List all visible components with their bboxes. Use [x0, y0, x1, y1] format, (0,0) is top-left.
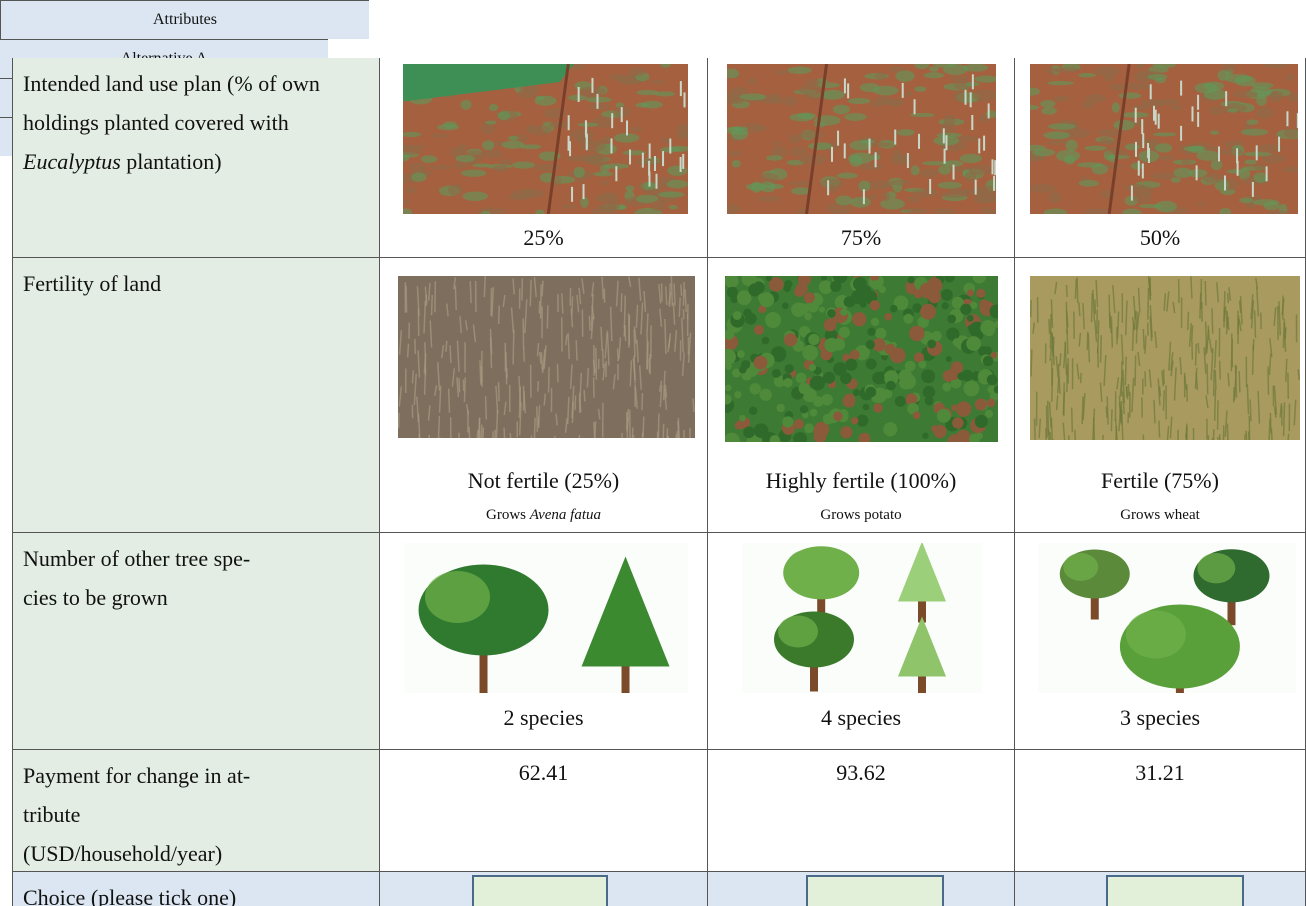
- alternative-cell: 2 species: [380, 533, 708, 750]
- picture: [1038, 543, 1296, 693]
- attribute-cell: Payment for change in at-tribute (USD/hou…: [12, 750, 380, 872]
- cell-label: Highly fertile (100%): [765, 468, 957, 493]
- alternative-cell: 75%: [708, 58, 1015, 258]
- picture: [404, 543, 688, 693]
- picture: [403, 64, 688, 214]
- note-text: Grows: [486, 507, 530, 523]
- alternative-cell: 62.41: [380, 750, 708, 872]
- cell-label: 3 species: [1119, 705, 1201, 730]
- attribute-text: Eucalyptus: [23, 149, 121, 174]
- cell-label: 25%: [523, 225, 564, 250]
- cell-label: 2 species: [503, 705, 584, 730]
- note-text: Grows potato: [820, 507, 902, 523]
- attribute-text: Payment for change in at-: [23, 763, 251, 788]
- header-cell: Attributes: [0, 0, 369, 39]
- alternative-cell: Not fertile (25%) Grows Avena fatua: [380, 258, 708, 533]
- attribute-cell: Choice (please tick one): [12, 872, 380, 906]
- cell-label: 93.62: [836, 760, 886, 785]
- attribute-cell: Intended land use plan (% of own holding…: [12, 58, 380, 258]
- picture: [1030, 276, 1300, 440]
- cell-label: 4 species: [820, 705, 902, 730]
- picture: [1030, 64, 1298, 214]
- cell-label: 50%: [1139, 225, 1181, 250]
- alternative-cell: 25%: [380, 58, 708, 258]
- attribute-text: (USD/household/year): [23, 841, 223, 866]
- attribute-text: Choice (please tick one): [23, 885, 237, 906]
- picture: [725, 276, 998, 442]
- tick-box[interactable]: [1106, 875, 1244, 906]
- attribute-text: Intended land use plan (% of own holding…: [23, 71, 320, 135]
- attribute-text: cies to be grown: [23, 585, 168, 610]
- cell-note: Grows Avena fatua: [380, 507, 707, 524]
- attribute-cell: Fertility of land: [12, 258, 380, 533]
- cell-label: 75%: [840, 225, 882, 250]
- alternative-cell: Fertile (75%) Grows wheat: [1015, 258, 1306, 533]
- picture: [742, 543, 982, 693]
- tick-box[interactable]: [806, 875, 944, 906]
- attribute-text: Number of other tree spe-: [23, 546, 251, 571]
- attribute-cell: Number of other tree spe-cies to be grow…: [12, 533, 380, 750]
- alternative-cell: 4 species: [708, 533, 1015, 750]
- alternative-cell: Highly fertile (100%) Grows potato: [708, 258, 1015, 533]
- alternative-cell: 93.62: [708, 750, 1015, 872]
- cell-label: 31.21: [1135, 760, 1185, 785]
- cell-label: Fertile (75%): [1101, 468, 1219, 493]
- cell-label: 62.41: [518, 760, 569, 785]
- attribute-text: plantation): [120, 149, 222, 174]
- picture: [398, 276, 695, 438]
- attribute-text: tribute: [23, 802, 81, 827]
- note-text: Grows wheat: [1120, 507, 1200, 523]
- tick-box[interactable]: [472, 875, 608, 906]
- picture: [727, 64, 996, 214]
- note-text: Avena fatua: [529, 507, 601, 523]
- cell-label: Not fertile (25%): [467, 468, 620, 493]
- cell-note: Grows potato: [708, 507, 1014, 524]
- alternative-cell: 31.21: [1015, 750, 1306, 872]
- attribute-text: Fertility of land: [23, 271, 162, 296]
- cell-note: Grows wheat: [1015, 507, 1305, 524]
